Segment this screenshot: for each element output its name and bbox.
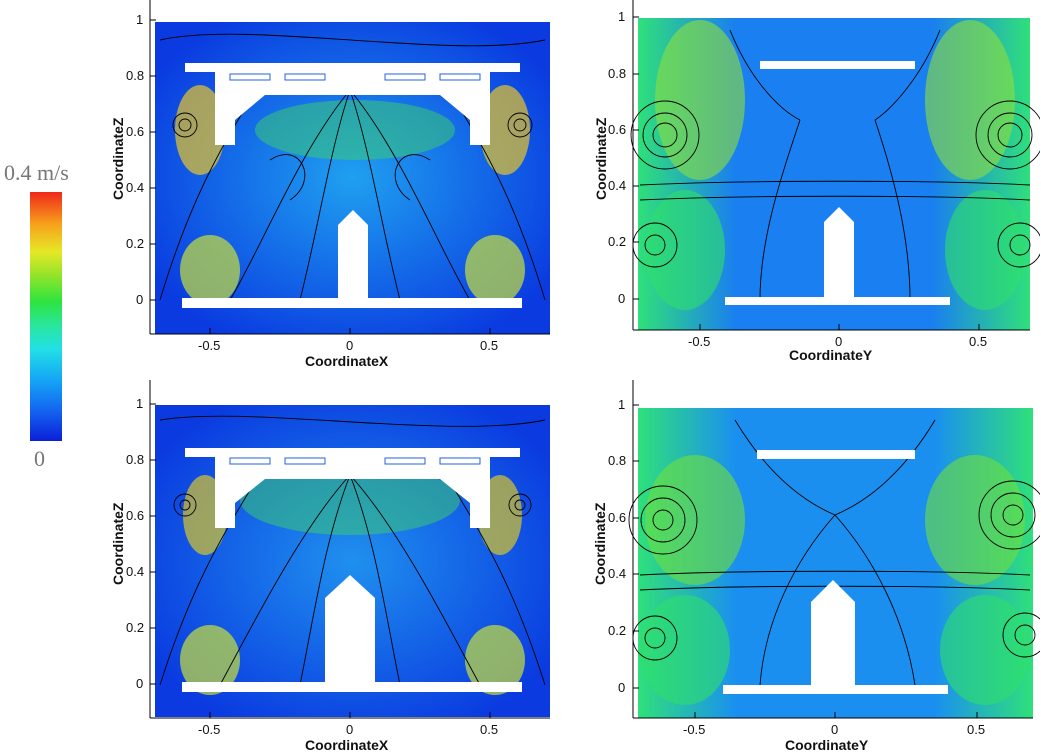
y-axis-label: CoordinateZ xyxy=(110,117,126,200)
high-velocity-region xyxy=(940,595,1030,705)
y-tick-2: 0.4 xyxy=(608,178,626,193)
y-axis-label: CoordinateZ xyxy=(593,117,609,200)
panel-top-left: 0 0.2 0.4 0.6 0.8 1 -0.5 0 0.5 Coordinat… xyxy=(110,0,550,369)
streamlines xyxy=(628,419,1040,686)
x-tick-1: 0 xyxy=(346,338,353,353)
panel-bottom-left: 0 0.2 0.4 0.6 0.8 1 -0.5 0 0.5 Coordinat… xyxy=(110,380,550,753)
high-velocity-region xyxy=(645,455,745,585)
center-obstacle xyxy=(824,207,854,300)
y-tick-0: 0 xyxy=(618,680,625,695)
x-tick-0: -0.5 xyxy=(198,338,220,353)
high-velocity-region xyxy=(465,625,525,695)
x-axis-label: CoordinateX xyxy=(305,737,389,753)
streamlines xyxy=(630,29,1040,301)
x-tick-2: 0.5 xyxy=(480,722,498,737)
high-velocity-region xyxy=(180,235,240,305)
x-tick-1: 0 xyxy=(346,722,353,737)
ceiling-fixture xyxy=(185,448,520,528)
ceiling-fixture xyxy=(760,61,915,69)
y-tick-4: 0.8 xyxy=(126,452,144,467)
center-obstacle xyxy=(811,580,855,685)
y-tick-0: 0 xyxy=(136,676,143,691)
y-tick-0: 0 xyxy=(618,291,625,306)
high-velocity-region xyxy=(645,190,725,310)
y-axis-label: CoordinateZ xyxy=(592,502,608,585)
x-tick-0: -0.5 xyxy=(683,722,705,737)
y-axis-label: CoordinateZ xyxy=(110,502,126,585)
streamlines xyxy=(159,415,546,686)
y-tick-1: 0.2 xyxy=(126,236,144,251)
x-tick-1: 0 xyxy=(835,334,842,349)
y-tick-5: 1 xyxy=(618,397,625,412)
ceiling-fixture xyxy=(185,63,520,145)
high-velocity-region xyxy=(480,85,530,175)
streamlines xyxy=(159,33,546,301)
high-velocity-region xyxy=(945,190,1025,310)
velocity-colorbar: 0.4 m/s 0 xyxy=(0,160,100,480)
y-tick-1: 0.2 xyxy=(608,234,626,249)
floor-plate xyxy=(182,682,522,692)
y-tick-3: 0.6 xyxy=(126,124,144,139)
x-axis-label: CoordinateX xyxy=(305,353,389,369)
x-axis-label: CoordinateY xyxy=(789,347,873,363)
high-velocity-region xyxy=(925,455,1025,585)
high-velocity-region xyxy=(255,100,455,160)
panel-top-right: 0 0.2 0.4 0.6 0.8 1 -0.5 0 0.5 Coordinat… xyxy=(593,0,1040,363)
y-tick-5: 1 xyxy=(136,396,143,411)
high-velocity-region xyxy=(240,465,460,535)
high-velocity-region xyxy=(640,595,730,705)
y-tick-5: 1 xyxy=(136,12,143,27)
panel-bottom-right: 0 0.2 0.4 0.6 0.8 1 -0.5 0 0.5 Coordinat… xyxy=(592,380,1040,753)
high-velocity-region xyxy=(180,625,240,695)
y-tick-2: 0.4 xyxy=(126,564,144,579)
y-tick-3: 0.6 xyxy=(126,508,144,523)
x-tick-0: -0.5 xyxy=(688,334,710,349)
y-tick-4: 0.8 xyxy=(126,68,144,83)
vent-slots xyxy=(229,457,481,465)
x-tick-0: -0.5 xyxy=(198,722,220,737)
y-tick-4: 0.8 xyxy=(608,66,626,81)
floor-plate xyxy=(723,685,948,694)
colorbar-min-label: 0 xyxy=(34,446,45,471)
x-tick-2: 0.5 xyxy=(967,722,985,737)
x-tick-2: 0.5 xyxy=(480,338,498,353)
floor-plate xyxy=(182,298,522,308)
center-obstacle xyxy=(325,575,375,685)
center-obstacle xyxy=(338,210,368,300)
x-tick-1: 0 xyxy=(831,722,838,737)
high-velocity-region xyxy=(925,20,1015,180)
y-tick-1: 0.2 xyxy=(126,620,144,635)
ceiling-fixture xyxy=(757,450,915,459)
y-tick-3: 0.6 xyxy=(608,510,626,525)
vent-slots xyxy=(229,73,481,81)
x-axis-label: CoordinateY xyxy=(785,737,869,753)
y-tick-5: 1 xyxy=(618,9,625,24)
y-tick-0: 0 xyxy=(136,292,143,307)
floor-plate xyxy=(725,297,950,305)
y-tick-3: 0.6 xyxy=(608,122,626,137)
y-tick-2: 0.4 xyxy=(126,180,144,195)
y-tick-2: 0.4 xyxy=(608,566,626,581)
colorbar-max-label: 0.4 m/s xyxy=(4,160,69,185)
high-velocity-region xyxy=(465,235,525,305)
colorbar-gradient xyxy=(30,192,62,441)
high-velocity-region xyxy=(175,85,225,175)
high-velocity-region xyxy=(655,20,745,180)
x-tick-2: 0.5 xyxy=(969,334,987,349)
y-tick-1: 0.2 xyxy=(608,623,626,638)
y-tick-4: 0.8 xyxy=(608,453,626,468)
